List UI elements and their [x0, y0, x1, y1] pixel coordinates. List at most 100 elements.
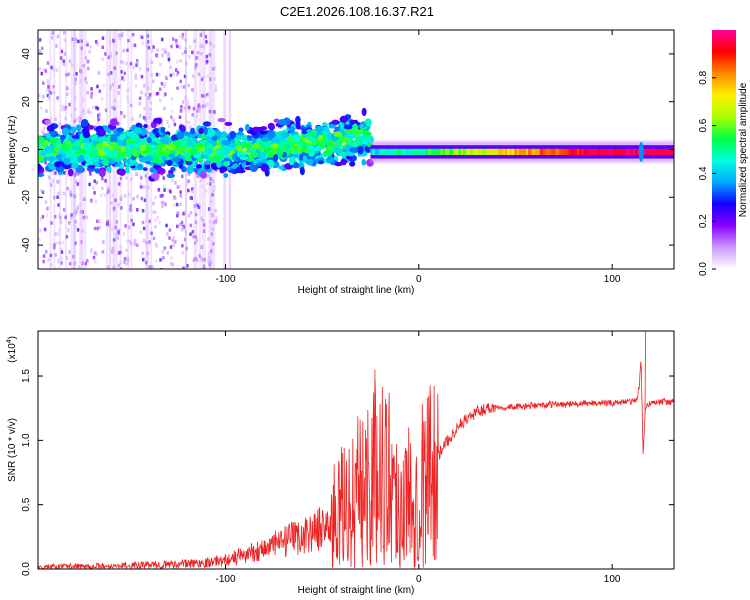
spectrogram-noise-cell [148, 112, 152, 116]
spectrogram-line-cell [634, 148, 638, 155]
spectrogram-noise-cell [86, 42, 89, 47]
spectrogram-noise-cell [183, 106, 187, 110]
spectrogram-noise-cell [176, 44, 179, 49]
spectrogram-noise-cell [94, 199, 97, 204]
spectrogram-line-cell [505, 148, 508, 155]
spectrogram-noise-cell [88, 49, 91, 54]
spectrogram-band-cell [142, 167, 148, 172]
spectrogram-band-cell [268, 149, 278, 155]
spectrogram-line-cell [456, 148, 459, 155]
snr-scale-exponent: 4 [6, 339, 13, 343]
spectrogram-noise-cell [171, 262, 175, 267]
spectrogram-noise-cell [74, 220, 77, 224]
spectrogram-noise-cell [57, 231, 60, 236]
spectrogram-noise-cell [143, 198, 147, 203]
spectrogram-noise-cell [90, 91, 93, 96]
spectrogram-noise-cell [101, 36, 105, 40]
spectrogram-noise-cell [201, 94, 204, 98]
spectrogram-noise-cell [126, 261, 130, 265]
spectrogram-band-layer [38, 107, 375, 182]
snr-panel: -100 0 100 0.0 0.5 1.0 1.5 Height of straight… [6, 330, 675, 596]
spectrogram-noise-cell [118, 85, 121, 89]
spectrogram-noise-cell [92, 255, 96, 260]
spectrogram-noise-cell [161, 193, 164, 198]
spectrogram-noise-cell [115, 231, 119, 236]
spectrogram-noise-cell [94, 39, 98, 44]
spectrogram-band-cell [301, 141, 308, 148]
spectrogram-band-cell [333, 147, 343, 154]
spectrogram-noise-cell [52, 67, 55, 72]
spectrogram-band-cell [74, 140, 82, 146]
spectrogram-noise-cell [181, 174, 184, 179]
spectrogram-band-cell [89, 136, 96, 141]
spectrogram-line-cell [565, 148, 568, 155]
spectrogram-noise-cell [199, 33, 203, 37]
spectrogram-noise-cell [74, 179, 78, 184]
spectrogram-noise-cell [140, 90, 143, 95]
spectrogram-noise-cell [81, 261, 84, 265]
spectrogram-line-cell [579, 148, 582, 155]
spectrogram-noise-cell [56, 34, 60, 39]
spectrogram-noise-cell [166, 54, 170, 58]
spectrogram-noise-cell [109, 54, 112, 59]
spectrogram-noise-cell [190, 187, 194, 191]
spectrogram-x-tick-label: -100 [216, 274, 236, 285]
spectrogram-band-cell [38, 154, 45, 162]
spectrogram-noise-cell [162, 256, 165, 260]
spectrogram-y-tick-label: -40 [21, 237, 32, 252]
spectrogram-band-cell [361, 140, 369, 145]
spectrogram-band-cell [155, 132, 160, 139]
spectrogram-noise-cell [201, 268, 205, 269]
spectrogram-noise-cell [181, 226, 184, 230]
spectrogram-band-cell [259, 151, 267, 159]
spectrogram-noise-cell [47, 81, 50, 86]
spectrogram-noise-cell [126, 255, 129, 260]
spectrogram-noise-cell [107, 55, 111, 60]
spectrogram-noise-cell [155, 259, 158, 264]
spectrogram-band-cell [311, 128, 318, 136]
spectrogram-line-layer [370, 141, 674, 163]
spectrogram-noise-cell [45, 250, 48, 254]
spectrogram-y-tick-label: 20 [21, 96, 32, 108]
spectrogram-noise-cell [164, 50, 167, 54]
spectrogram-noise-cell [171, 243, 175, 248]
snr-y-tick-label: 0.5 [21, 497, 32, 511]
spectrogram-noise-cell [168, 236, 171, 240]
spectrogram-noise-cell [181, 36, 185, 40]
spectrogram-band-cell [198, 127, 204, 134]
spectrogram-noise-cell [194, 235, 197, 239]
spectrogram-noise-cell [93, 191, 96, 195]
spectrogram-noise-cell [118, 182, 121, 186]
spectrogram-noise-cell [60, 49, 64, 54]
spectrogram-noise-cell [43, 68, 46, 72]
spectrogram-noise-cell [183, 74, 187, 79]
spectrogram-band-cell [110, 135, 118, 143]
spectrogram-noise-cell [122, 232, 126, 236]
spectrogram-noise-cell [123, 71, 127, 76]
spectrogram-line-cell [535, 148, 538, 155]
spectrogram-noise-cell [86, 107, 90, 111]
spectrogram-band-cell [291, 144, 299, 150]
spectrogram-band-cell [115, 127, 125, 133]
spectrogram-noise-cell [166, 251, 169, 255]
spectrogram-noise-cell [112, 265, 115, 269]
spectrogram-noise-cell [49, 117, 53, 121]
spectrogram-band-cell [38, 172, 45, 178]
spectrogram-band-cell [76, 164, 84, 173]
spectrogram-band-cell [48, 130, 58, 136]
spectrogram-noise-cell [184, 46, 188, 51]
spectrogram-noise-cell [73, 211, 76, 215]
spectrogram-noise-cell [114, 117, 118, 121]
spectrogram-noise-cell [175, 39, 178, 43]
spectrogram-noise-cell [54, 253, 57, 257]
spectrogram-noise-cell [77, 265, 80, 269]
spectrogram-noise-cell [209, 260, 212, 264]
spectrogram-noise-cell [44, 69, 48, 73]
spectrogram-noise-cell [120, 60, 123, 64]
spectrogram-noise-cell [148, 240, 151, 244]
spectrogram-band-cell [149, 144, 158, 149]
spectrogram-noise-cell [179, 190, 182, 194]
spectrogram-noise-cell [89, 199, 93, 203]
spectrogram-line-cell [512, 148, 515, 155]
